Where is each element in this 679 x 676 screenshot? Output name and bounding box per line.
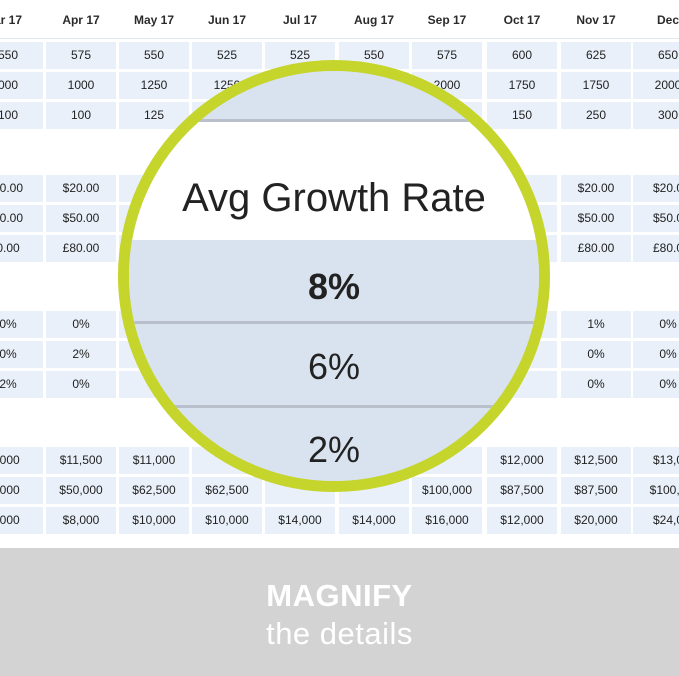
lens-header-band: [129, 122, 539, 240]
table-cell: 0.00: [0, 235, 43, 262]
table-cell: 100: [0, 102, 43, 129]
table-cell: 575: [412, 42, 482, 69]
table-cell: 0%: [46, 371, 116, 398]
lens-top-band: [129, 71, 539, 121]
lens-divider: [129, 405, 539, 408]
table-cell: $100,0: [633, 477, 679, 504]
table-cell: $62,500: [119, 477, 189, 504]
table-cell: 575: [46, 42, 116, 69]
table-cell: $10,000: [192, 507, 262, 534]
table-cell: $14,000: [339, 507, 409, 534]
spreadsheet-background: ar 17 Apr 17 May 17 Jun 17 Jul 17 Aug 17 Sep 1…: [0, 13, 679, 534]
table-cell: 1000: [46, 72, 116, 99]
table-cell: $87,500: [561, 477, 631, 504]
lens-divider: [129, 119, 539, 122]
growth-rate-value: 6%: [307, 346, 361, 387]
avg-growth-rate-heading: Avg Growth Rate: [182, 176, 486, 220]
table-cell: 2000: [633, 72, 679, 99]
table-cell: ,000: [0, 507, 43, 534]
table-cell: $16,000: [412, 507, 482, 534]
table-cell: ,000: [0, 447, 43, 474]
table-cell: $12,000: [487, 507, 557, 534]
table-cell: 650: [633, 42, 679, 69]
table-cell: $50,000: [46, 477, 116, 504]
table-cell: ,000: [0, 477, 43, 504]
lens-values-band: [129, 240, 539, 481]
table-cell: $62,500: [192, 477, 262, 504]
table-cell: 0%: [633, 341, 679, 368]
table-cell: £80.00: [46, 235, 116, 262]
table-cell: 0%: [633, 311, 679, 338]
table-cell: $20,000: [561, 507, 631, 534]
table-cell: $20.00: [561, 175, 631, 202]
column-header: May 17: [133, 13, 175, 27]
column-header: Dec: [656, 13, 679, 27]
growth-rate-value: 2%: [307, 429, 361, 470]
promo-subtitle: the details: [266, 616, 413, 651]
table-cell: $14,000: [265, 507, 335, 534]
table-cell: $50.0: [633, 205, 679, 232]
column-header: ar 17: [0, 13, 23, 27]
table-cell: $20.00: [46, 175, 116, 202]
table-cell: 2%: [0, 371, 43, 398]
table-cell: $10,000: [119, 507, 189, 534]
table-cell: $50.00: [46, 205, 116, 232]
table-cell: 1%: [561, 311, 631, 338]
table-cell: $87,500: [487, 477, 557, 504]
table-cell: 0%: [633, 371, 679, 398]
column-header: Apr 17: [62, 13, 100, 27]
table-cell: 300: [633, 102, 679, 129]
table-cell: 000: [0, 72, 43, 99]
column-header: Aug 17: [353, 13, 394, 27]
table-cell: 550: [119, 42, 189, 69]
table-cell: 20.00: [0, 175, 43, 202]
table-cell: 100: [46, 102, 116, 129]
table-cell: 0%: [561, 341, 631, 368]
table-cell: 1750: [561, 72, 631, 99]
table-cell: £80.0: [633, 235, 679, 262]
table-cell: $13,0: [633, 447, 679, 474]
column-header: Jul 17: [282, 13, 318, 27]
table-cell: 0%: [0, 341, 43, 368]
table-cell: $20.0: [633, 175, 679, 202]
table-cell: 0%: [0, 311, 43, 338]
table-cell: 250: [561, 102, 631, 129]
table-cell: 550: [0, 42, 43, 69]
table-cell: 50.00: [0, 205, 43, 232]
table-cell: $100,000: [412, 477, 482, 504]
table-cell: $12,500: [561, 447, 631, 474]
table-cell: 625: [561, 42, 631, 69]
column-header: Oct 17: [503, 13, 541, 27]
lens-divider: [129, 321, 539, 324]
column-header: Sep 17: [427, 13, 467, 27]
column-header: Nov 17: [576, 13, 616, 27]
table-cell: $8,000: [46, 507, 116, 534]
column-header: Jun 17: [207, 13, 246, 27]
growth-rate-value: 8%: [307, 266, 361, 307]
promo-title: MAGNIFY: [266, 578, 413, 613]
table-cell: £80.00: [561, 235, 631, 262]
header-divider: [0, 38, 679, 39]
table-cell: 0%: [561, 371, 631, 398]
table-cell: 600: [487, 42, 557, 69]
promo-footer: MAGNIFY the details: [0, 548, 679, 676]
table-cell: 0%: [46, 311, 116, 338]
table-cell: $11,500: [46, 447, 116, 474]
table-cell: 525: [192, 42, 262, 69]
table-cell: 2%: [46, 341, 116, 368]
table-cell: $50.00: [561, 205, 631, 232]
magnifier-lens: Avg Growth Rate 8% 6% 2%: [118, 60, 550, 492]
table-cell: $24,0: [633, 507, 679, 534]
